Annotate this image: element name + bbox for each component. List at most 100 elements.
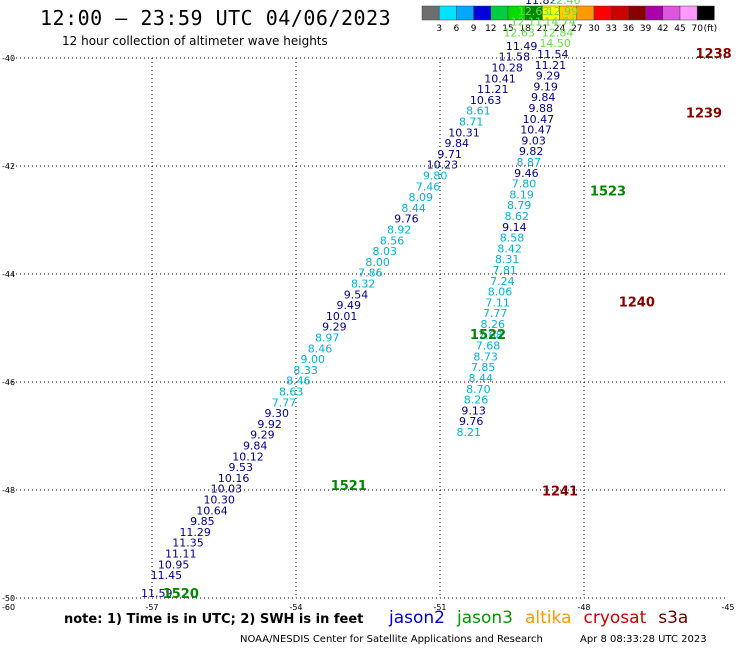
swh-value: 8.26 xyxy=(481,318,506,331)
swh-value: 11.58 xyxy=(499,51,531,64)
swh-value: 9.19 xyxy=(533,80,558,93)
swh-value: 11.21 xyxy=(477,83,509,96)
swh-value: 11.54 xyxy=(537,48,569,61)
swh-value: 8.73 xyxy=(473,350,498,363)
colorbar-swatch xyxy=(610,5,629,21)
colorbar-swatch xyxy=(628,5,646,21)
satellite-legend-item: jason2 xyxy=(389,608,445,628)
swh-value: 9.76 xyxy=(459,415,484,428)
colorbar-tick: 36 xyxy=(623,24,635,34)
y-tick-label: -46 xyxy=(2,378,15,387)
swh-value: 12.99 xyxy=(547,5,579,18)
swh-value: 9.88 xyxy=(529,102,554,115)
swh-value: 9.84 xyxy=(531,91,556,104)
swh-value: 8.97 xyxy=(315,332,340,345)
chart-title: 12:00 – 23:59 UTC 04/06/2023 xyxy=(40,6,392,30)
swh-value: 9.29 xyxy=(250,429,275,442)
swh-value: 8.06 xyxy=(488,286,513,299)
axis-ticks: -57 -54 -51 -48 -45 -40 -42 -44 -46 -48 -50-60 xyxy=(2,54,735,612)
x-tick-label: -54 xyxy=(289,603,302,612)
swh-value: 12.63 xyxy=(518,5,550,18)
swh-value: 7.80 xyxy=(512,178,537,191)
swh-value: 12.63 xyxy=(503,26,535,39)
satellite-legend-item: s3a xyxy=(658,608,689,628)
swh-value: 8.33 xyxy=(293,364,318,377)
satellite-legend: jason2 jason3 altika cryosat s3a xyxy=(389,608,700,628)
swh-value: 8.92 xyxy=(387,224,412,237)
colorbar-tick: 39 xyxy=(640,24,652,34)
swh-value: 8.03 xyxy=(373,245,398,258)
colorbar-swatch xyxy=(490,5,509,21)
swh-value: 11.21 xyxy=(535,59,567,72)
y-tick-label: -48 xyxy=(2,486,15,495)
swh-value: 9.29 xyxy=(536,70,561,83)
pass-labels: 1520 1521 1522 1523 1238 1239 1240 1241 xyxy=(163,47,732,602)
swh-value: 11.82 xyxy=(525,0,557,7)
colorbar-tick: 45 xyxy=(674,24,685,34)
colorbar-tick: 42 xyxy=(657,24,668,34)
swh-value: 8.42 xyxy=(497,242,522,255)
swh-value: 10.47 xyxy=(523,113,555,126)
y-tick-label: -42 xyxy=(2,162,15,171)
colorbar-swatch xyxy=(473,5,492,21)
colorbar-unit: (ft) xyxy=(704,24,718,34)
swh-value: 8.62 xyxy=(505,210,530,223)
swh-value: 10.41 xyxy=(484,72,516,85)
swh-value: 10.63 xyxy=(470,94,502,107)
pass-label: 1240 xyxy=(619,295,655,310)
swh-value: 10.28 xyxy=(491,62,523,75)
swh-value: 7.81 xyxy=(493,264,518,277)
x-tick-label: -48 xyxy=(577,603,590,612)
colorbar-swatch xyxy=(456,5,474,21)
colorbar-tick: 70 xyxy=(691,24,703,34)
swh-value: 9.85 xyxy=(190,515,215,528)
swh-value: 9.82 xyxy=(519,145,544,158)
swh-value: 8.63 xyxy=(279,386,304,399)
data-points: 11.5911.4510.9511.1111.3511.299.8510.641… xyxy=(141,0,580,600)
colorbar-tick: 12 xyxy=(485,24,496,34)
pass-label: 1239 xyxy=(686,106,722,121)
swh-value: 14.50 xyxy=(539,37,571,50)
swh-value: 7.77 xyxy=(272,396,297,409)
swh-value: 9.29 xyxy=(322,321,347,334)
colorbar-tick: 21 xyxy=(537,24,548,34)
swh-value: 8.46 xyxy=(286,375,311,388)
swh-value: 9.03 xyxy=(521,134,546,147)
swh-value: 9.00 xyxy=(301,353,326,366)
swh-value: 9.13 xyxy=(461,404,486,417)
pass-label: 1241 xyxy=(542,484,578,499)
swh-value: 11.11 xyxy=(165,548,197,561)
footnote: note: 1) Time is in UTC; 2) SWH is in fe… xyxy=(64,612,364,627)
swh-value: 7.85 xyxy=(471,361,496,374)
swh-value: 8.09 xyxy=(409,191,434,204)
colorbar-tick: 27 xyxy=(571,24,582,34)
swh-value: 7.11 xyxy=(485,296,510,309)
colorbar-legend: 3 6 9 12 15 18 21 24 27 30 33 36 39 42 45 70 (ft) xyxy=(421,5,718,34)
colorbar-tick: 3 xyxy=(436,24,442,34)
colorbar-swatch xyxy=(679,5,698,21)
y-tick-label: -40 xyxy=(2,54,15,63)
corner-tick-label: -60 xyxy=(2,603,15,612)
swh-value: 9.76 xyxy=(394,213,419,226)
swh-value: 10.47 xyxy=(520,124,552,137)
colorbar-tick: 30 xyxy=(588,24,600,34)
colorbar-tick: 6 xyxy=(454,24,460,34)
colorbar-tick: 24 xyxy=(554,24,566,34)
swh-value: 8.21 xyxy=(457,426,482,439)
colorbar-swatch xyxy=(421,5,440,21)
colorbar-tick: 18 xyxy=(519,24,531,34)
swh-value: 8.87 xyxy=(517,156,542,169)
swh-value: 7.86 xyxy=(358,267,383,280)
colorbar-tick: 33 xyxy=(605,24,616,34)
swh-value: 10.16 xyxy=(218,472,250,485)
satellite-legend-item: cryosat xyxy=(583,608,647,628)
grid-lines xyxy=(8,57,728,599)
swh-value: 12.84 xyxy=(542,26,574,39)
colorbar-swatch xyxy=(438,5,457,21)
colorbar-swatch xyxy=(662,5,681,21)
swh-value: 14.74 xyxy=(544,16,576,29)
swh-value: 9.84 xyxy=(445,137,470,150)
swh-value: 9.71 xyxy=(437,148,462,161)
colorbar-tick: 15 xyxy=(502,24,513,34)
swh-value: 10.03 xyxy=(211,483,243,496)
